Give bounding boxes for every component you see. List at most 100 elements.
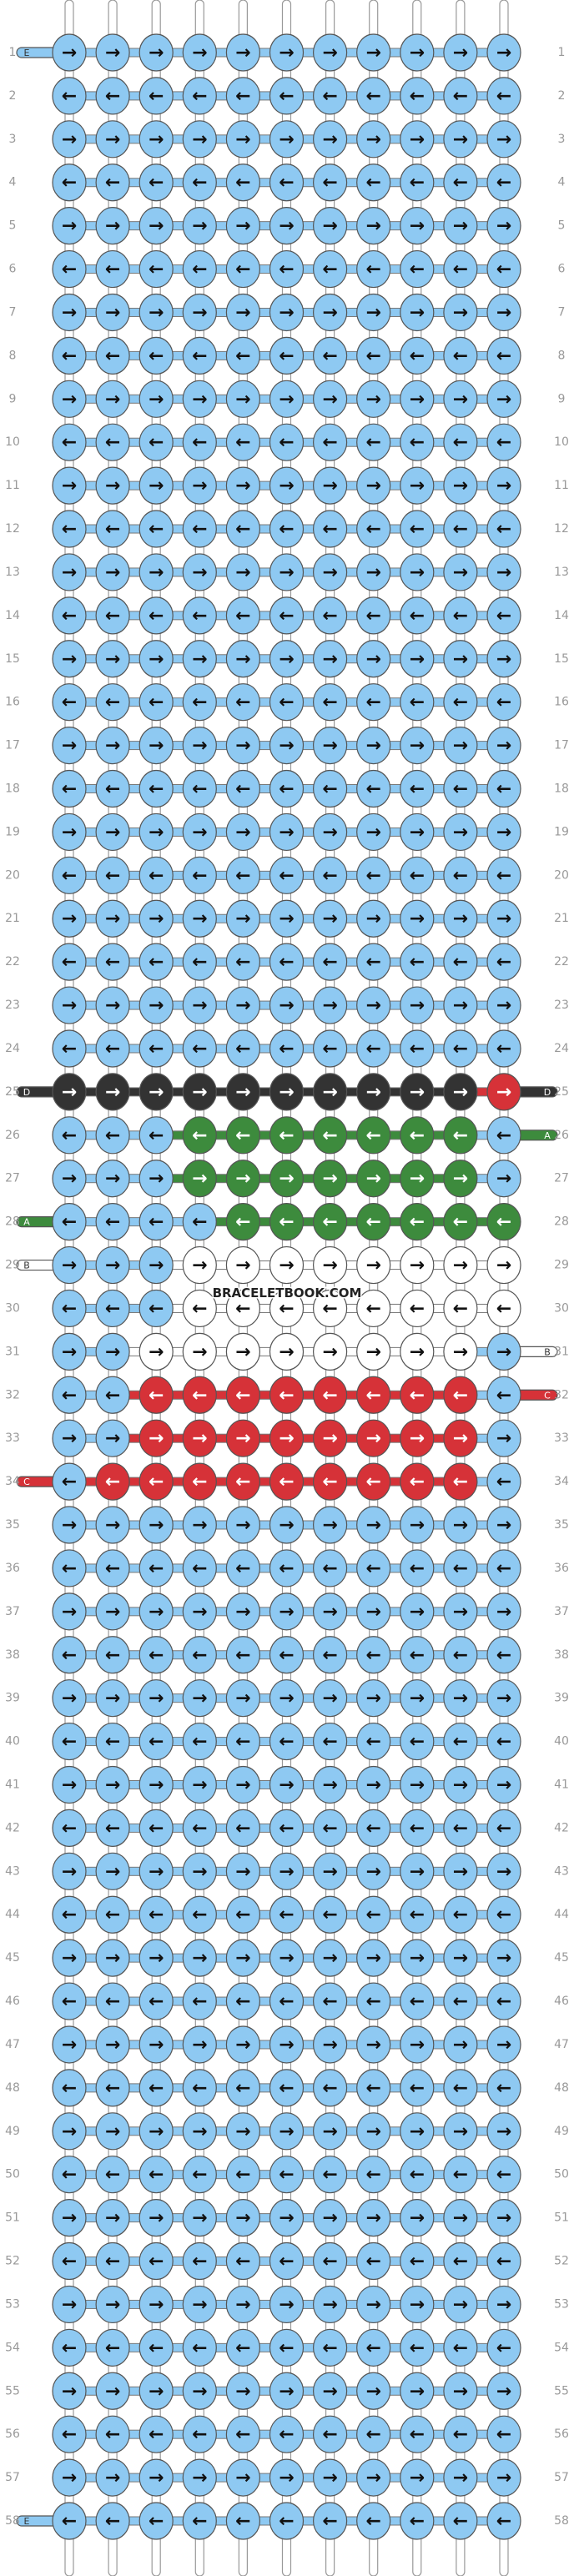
knot (95, 2372, 130, 2410)
knot (400, 1679, 435, 1718)
knot-arrow: → (496, 1688, 511, 1709)
knot-arrow: → (192, 302, 207, 323)
knot-arrow: → (365, 475, 380, 496)
knot-arrow: → (235, 1341, 250, 1362)
knot-arrow: ← (62, 952, 77, 973)
knot-arrow: ← (192, 2165, 207, 2186)
knot-arrow: → (235, 1515, 250, 1536)
knot (356, 1809, 391, 1848)
knot (356, 1419, 391, 1457)
knot-arrow: → (322, 1341, 337, 1362)
knot (52, 596, 87, 635)
knot (356, 596, 391, 635)
knot (269, 1506, 305, 1544)
knot-arrow: ← (496, 692, 511, 713)
knot (269, 33, 305, 72)
knot (182, 336, 217, 375)
knot-arrow: ← (410, 1904, 425, 1925)
knot (95, 2199, 130, 2237)
knot (443, 1852, 478, 1890)
knot-arrow: ← (453, 779, 468, 800)
knot (443, 1203, 478, 1241)
knot (400, 380, 435, 418)
knot-arrow: → (105, 1428, 120, 1449)
knot-arrow: ← (149, 173, 164, 194)
knot-arrow: ← (192, 1125, 207, 1146)
knot-arrow: → (365, 2294, 380, 2315)
knot (269, 1939, 305, 1977)
knot (182, 1722, 217, 1761)
knot (52, 1679, 87, 1718)
knot-arrow: ← (192, 1558, 207, 1579)
knot (400, 1462, 435, 1501)
knot-arrow: → (365, 1602, 380, 1623)
knot (225, 1592, 260, 1631)
knot-arrow: → (62, 822, 77, 843)
knot (486, 1809, 521, 1848)
knot (443, 336, 478, 375)
knot-arrow: → (62, 1774, 77, 1795)
knot (225, 164, 260, 202)
knot (269, 640, 305, 678)
knot-arrow: → (453, 1255, 468, 1276)
knot (138, 293, 174, 332)
knot (225, 1376, 260, 1414)
knot-arrow: → (235, 2208, 250, 2229)
knot-arrow: → (453, 2208, 468, 2229)
knot (400, 1939, 435, 1977)
knot-arrow: ← (62, 1645, 77, 1666)
knot-arrow: ← (496, 519, 511, 540)
knot (356, 2415, 391, 2453)
knot (182, 1636, 217, 1674)
knot-arrow: ← (322, 1991, 337, 2012)
knot-arrow: ← (235, 1298, 250, 1319)
knot (95, 2328, 130, 2367)
knot-arrow: → (453, 2381, 468, 2402)
knot (52, 2112, 87, 2151)
knot-arrow: ← (496, 952, 511, 973)
knot (52, 2502, 87, 2540)
knot (269, 2156, 305, 2194)
knot-arrow: ← (279, 2251, 294, 2272)
knot (443, 1592, 478, 1631)
knot-arrow: → (496, 1428, 511, 1449)
knot (313, 1462, 348, 1501)
knot (443, 1982, 478, 2020)
knot (486, 1116, 521, 1155)
knot (182, 1549, 217, 1587)
knot (225, 423, 260, 461)
knot (52, 2328, 87, 2367)
knot (400, 596, 435, 635)
knot-arrow: ← (365, 2251, 380, 2272)
thread-label: D (23, 1087, 30, 1098)
knot-arrow: ← (192, 1645, 207, 1666)
knot-arrow: ← (105, 2511, 120, 2532)
knot-arrow: ← (235, 1385, 250, 1406)
knot (52, 553, 87, 591)
knot-arrow: ← (410, 779, 425, 800)
knot-arrow: ← (496, 1472, 511, 1492)
knot-arrow: → (192, 908, 207, 929)
knot-arrow: ← (192, 2078, 207, 2099)
knot (182, 726, 217, 765)
knot (486, 120, 521, 158)
knot (356, 1462, 391, 1501)
row-number: 29 (5, 1259, 20, 1272)
knot (52, 1809, 87, 1848)
knot-arrow: → (410, 1774, 425, 1795)
knot (225, 2285, 260, 2324)
row-number: 15 (5, 652, 20, 666)
knot (225, 1982, 260, 2020)
knot (443, 2241, 478, 2281)
knot-arrow: ← (105, 606, 120, 626)
row-number: 35 (5, 1518, 20, 1532)
knot-arrow: ← (365, 1039, 380, 1059)
knot-arrow: ← (496, 1818, 511, 1839)
knot (269, 1852, 305, 1890)
knot-arrow: ← (365, 1645, 380, 1666)
knot-arrow: → (410, 389, 425, 410)
knot-arrow: → (192, 389, 207, 410)
knot-arrow: → (149, 2121, 164, 2142)
knot (52, 1852, 87, 1890)
knot-arrow: ← (62, 1991, 77, 2012)
